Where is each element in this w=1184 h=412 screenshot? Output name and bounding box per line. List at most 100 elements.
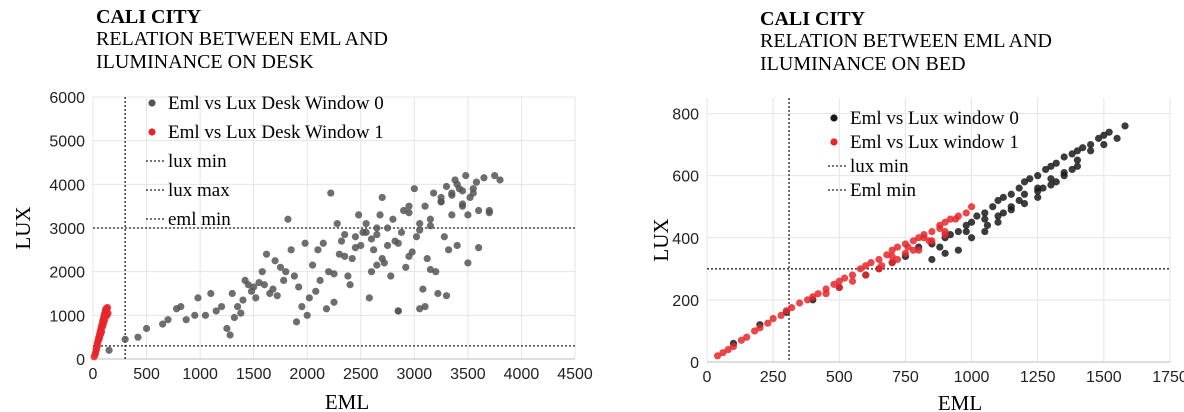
- data-point: [920, 234, 928, 242]
- data-point: [1073, 147, 1081, 155]
- data-point: [875, 255, 883, 264]
- data-point: [1034, 193, 1042, 201]
- legend-entry: Eml vs Lux Desk Window 0: [168, 93, 384, 114]
- data-point: [737, 336, 745, 344]
- data-point: [1020, 178, 1029, 186]
- data-point: [909, 246, 917, 254]
- data-point: [909, 237, 917, 245]
- legend-marker: [830, 114, 838, 122]
- data-point: [936, 243, 944, 251]
- data-point: [952, 215, 960, 223]
- chart-title: CALI CITY: [96, 6, 202, 28]
- data-point: [743, 333, 751, 341]
- x-tick-label: 0: [89, 366, 98, 383]
- data-point: [999, 209, 1007, 217]
- data-point: [421, 303, 429, 311]
- data-point: [367, 268, 376, 276]
- data-point: [830, 280, 838, 288]
- data-point: [888, 259, 896, 267]
- data-point: [330, 270, 338, 278]
- data-point: [856, 265, 865, 273]
- x-tick-label: 4000: [504, 366, 540, 383]
- data-point: [271, 257, 279, 265]
- data-point: [1034, 172, 1042, 180]
- legend-entry: lux min: [850, 156, 909, 177]
- data-point: [941, 218, 949, 226]
- data-point: [954, 227, 962, 236]
- data-point: [442, 292, 451, 300]
- x-tick-label: 3000: [397, 366, 433, 383]
- data-point: [442, 182, 451, 191]
- data-point: [848, 277, 857, 285]
- data-point: [475, 244, 483, 252]
- data-point: [867, 259, 875, 267]
- data-point: [941, 249, 949, 257]
- data-point: [1068, 150, 1076, 158]
- data-point: [355, 211, 363, 219]
- data-point: [1020, 200, 1029, 208]
- data-point: [1015, 196, 1023, 205]
- data-point: [322, 305, 331, 313]
- data-point: [121, 335, 129, 343]
- data-point: [472, 178, 481, 186]
- data-point: [333, 220, 341, 228]
- data-point: [994, 212, 1002, 220]
- data-point: [458, 200, 467, 208]
- data-point: [423, 254, 431, 263]
- data-point: [434, 289, 442, 298]
- data-point: [1121, 122, 1129, 130]
- data-point: [383, 241, 392, 250]
- data-point: [999, 193, 1007, 201]
- y-tick-label: 400: [672, 231, 699, 248]
- data-point: [105, 346, 113, 354]
- legend-entry: lux max: [168, 180, 230, 201]
- data-point: [469, 185, 477, 193]
- data-point: [719, 349, 727, 357]
- data-point: [1042, 165, 1050, 174]
- x-tick-label: 2000: [289, 366, 325, 383]
- data-point: [448, 211, 456, 219]
- data-point: [448, 191, 456, 199]
- data-point: [327, 189, 335, 197]
- data-point: [946, 215, 955, 223]
- data-point: [92, 345, 100, 353]
- data-point: [1087, 147, 1095, 155]
- data-point: [941, 227, 949, 236]
- data-point: [888, 246, 896, 254]
- data-point: [303, 311, 311, 319]
- data-point: [378, 193, 386, 202]
- data-point: [373, 224, 381, 232]
- data-point: [835, 277, 843, 285]
- data-point: [421, 202, 429, 210]
- data-point: [893, 243, 902, 251]
- chart-panel-desk: CALI CITY RELATION BETWEEN EML AND ILUMI…: [11, 6, 593, 412]
- data-point: [1015, 184, 1023, 192]
- data-point: [262, 250, 271, 258]
- data-point: [822, 290, 830, 298]
- data-point: [337, 237, 346, 245]
- legend-entry: Eml min: [850, 180, 916, 201]
- data-point: [724, 345, 732, 354]
- data-point: [212, 307, 220, 315]
- data-point: [458, 187, 467, 195]
- data-point: [348, 254, 356, 263]
- data-point: [305, 294, 313, 302]
- data-point: [928, 255, 936, 264]
- x-tick-label: 1500: [1086, 369, 1122, 386]
- data-point: [981, 227, 989, 236]
- x-tick-label: 500: [133, 366, 160, 383]
- y-tick-label: 3000: [49, 221, 85, 238]
- data-point: [445, 246, 453, 254]
- data-point: [878, 262, 886, 270]
- data-point: [99, 316, 107, 325]
- data-point: [983, 221, 992, 229]
- y-tick-label: 200: [672, 293, 699, 310]
- data-point: [915, 234, 923, 242]
- data-point: [373, 261, 381, 269]
- data-point: [365, 294, 373, 302]
- x-tick-label: 1250: [1020, 369, 1056, 386]
- data-point: [1113, 134, 1121, 142]
- data-point: [103, 303, 112, 312]
- data-point: [217, 303, 226, 311]
- data-point: [426, 222, 434, 230]
